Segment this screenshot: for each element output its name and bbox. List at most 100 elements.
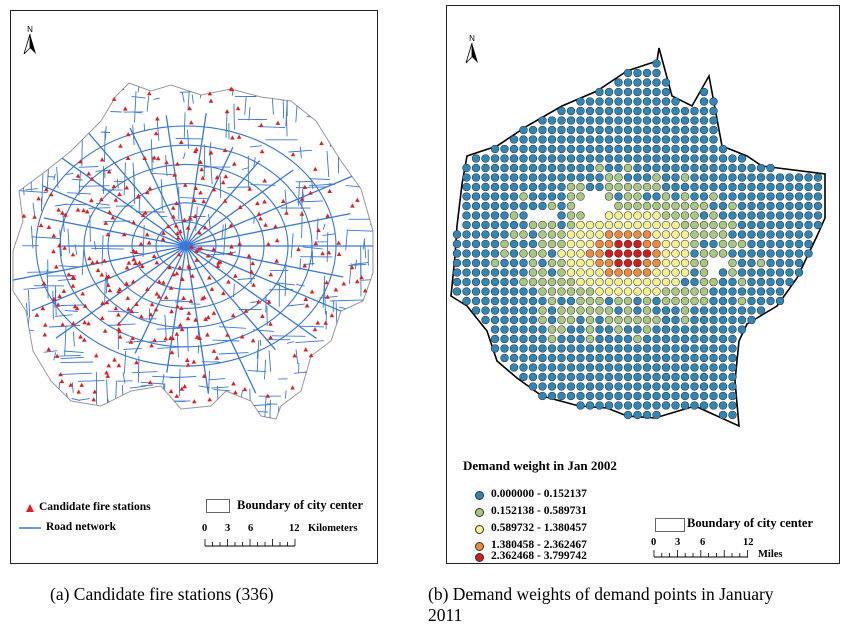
demand-point [585,239,595,249]
station-marker [100,300,105,305]
demand-point [509,287,519,296]
demand-point [709,192,718,201]
demand-point [671,106,680,116]
demand-point [699,372,709,382]
demand-point [661,211,671,220]
station-marker [46,347,51,352]
demand-point [576,144,585,154]
station-marker [207,275,212,280]
north-arrow-icon [465,42,478,64]
demand-point [699,163,709,173]
demand-point [623,287,633,296]
demand-point [585,363,595,372]
station-marker [60,322,65,327]
station-marker [176,235,181,240]
demand-point [813,173,823,182]
demand-point [538,306,547,315]
station-marker [193,185,198,190]
caption-b-line1: (b) Demand weights of demand points in J… [428,584,774,604]
demand-point [481,249,490,258]
demand-point [680,211,690,220]
demand-point [642,258,652,268]
demand-point [718,363,728,372]
demand-point [519,325,528,334]
demand-point [585,306,595,315]
demand-point [604,363,614,372]
demand-point [547,135,557,144]
demand-point [728,154,737,163]
demand-point [699,154,709,163]
demand-point [623,249,633,258]
station-marker [233,273,238,278]
station-marker [262,178,267,183]
demand-point [528,258,538,268]
station-marker [146,240,152,245]
demand-point [709,97,718,106]
station-marker [43,322,48,327]
demand-point [709,353,718,363]
station-marker [102,258,107,263]
demand-point [652,372,661,382]
demand-point [538,182,547,192]
station-marker [155,156,161,161]
demand-point [509,277,519,287]
demand-point [614,315,623,325]
station-marker [189,120,194,125]
demand-point [804,201,813,211]
station-marker [149,343,154,348]
demand-point [728,344,737,353]
station-marker [266,299,272,304]
station-marker [189,244,194,249]
demand-point [642,154,652,163]
demand-point [633,220,642,230]
station-marker [290,385,295,390]
station-marker [303,347,309,352]
demand-point [680,106,690,116]
demand-point [604,125,614,135]
demand-point [652,382,661,391]
demand-point [623,182,633,192]
demand-point [614,220,623,230]
demand-point [718,344,728,353]
demand-point [766,287,775,296]
demand-point [528,268,538,277]
demand-point [737,258,747,268]
demand-point [775,249,785,258]
station-marker [75,207,81,212]
station-marker [106,169,112,174]
demand-point [633,287,642,296]
demand-point [756,220,766,230]
station-marker [169,350,175,355]
demand-point [595,116,604,125]
demand-point [538,249,547,258]
demand-point [585,116,595,125]
demand-point [509,239,519,249]
demand-point [633,258,642,268]
demand-point [623,239,633,249]
demand-point [566,391,576,401]
demand-point [642,372,652,382]
demand-point [747,163,756,173]
demand-point [633,154,642,163]
station-marker [230,313,236,318]
demand-point [528,363,538,372]
demand-point [718,211,728,220]
station-marker [154,260,160,265]
demand-point [661,401,671,410]
demand-point [728,182,737,192]
station-marker [296,246,301,252]
demand-point [623,163,633,173]
demand-point [471,173,481,182]
demand-point [557,144,566,154]
demand-point [633,144,642,154]
demand-point [557,296,566,306]
demand-point [614,372,623,382]
demand-point [804,239,813,249]
demand-point [661,325,671,334]
station-marker [197,335,202,340]
station-marker [140,212,146,218]
demand-point [614,296,623,306]
demand-point [652,268,661,277]
demand-point [623,144,633,154]
station-marker [309,289,315,294]
